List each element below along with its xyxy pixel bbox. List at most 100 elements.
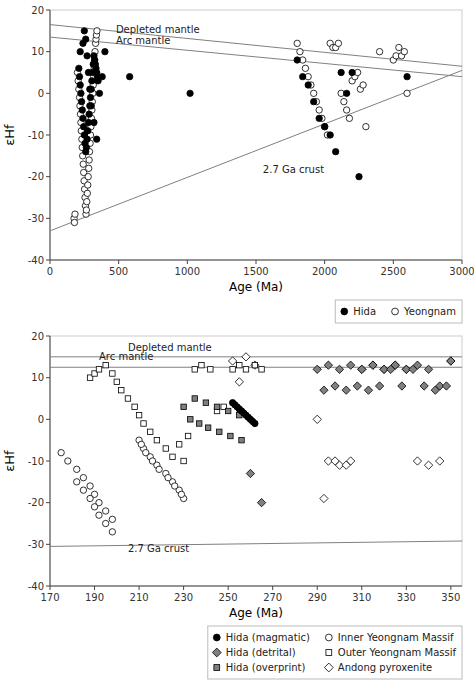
point [149,458,155,464]
legend-label: Andong pyroxenite [338,662,432,673]
point [119,387,124,392]
y-tick [46,336,50,337]
plot-frame [50,336,462,586]
point [147,429,152,434]
point [187,90,193,96]
y-tick [46,502,50,503]
point [143,449,149,455]
y-tick-label: -20 [28,497,44,508]
annotation: Depleted mantle [116,24,200,35]
point [77,82,83,88]
x-tick-label: 500 [109,266,128,277]
legend-label: Outer Yeongnam Massif [338,647,457,658]
point [156,466,162,472]
point [424,461,432,469]
y-tick [46,218,50,219]
x-tick [187,260,188,264]
x-tick [324,260,325,264]
point [398,382,406,390]
point [447,357,455,365]
point [81,28,87,34]
plot-area [50,353,462,547]
point [424,365,432,373]
point [170,454,175,459]
x-tick [256,260,257,264]
y-tick [46,10,50,11]
reference-line [50,37,462,77]
point [77,48,83,54]
x-tick-label: 1000 [175,266,200,277]
point [96,512,102,518]
point [297,48,303,54]
legend-label: Hida (detrital) [226,647,296,658]
point [84,53,90,59]
point [242,353,250,361]
point [80,474,86,480]
legend-marker [325,634,332,641]
point [154,437,159,442]
point [324,361,332,369]
x-tick [361,586,362,590]
legend-marker [392,308,399,315]
legend-label: Hida [353,306,376,317]
x-axis-label: Age (Ma) [229,280,283,294]
point [376,48,382,54]
point [89,78,95,84]
point [76,73,82,79]
point [88,86,94,92]
point [442,382,450,390]
reference-line [50,541,462,546]
plot-area [50,25,462,231]
y-tick [46,51,50,52]
point [375,382,383,390]
point [165,474,171,480]
point [299,73,305,79]
point [203,400,208,405]
x-tick [317,586,318,590]
point [79,107,85,113]
y-tick [46,135,50,136]
point [87,94,93,100]
point [294,57,300,63]
x-tick [139,586,140,590]
point [172,483,178,489]
point [335,365,343,373]
point [257,499,265,507]
point [420,382,428,390]
legend-marker [213,634,220,641]
x-tick-label: 290 [308,592,327,603]
point [114,379,119,384]
x-tick-label: 210 [130,592,149,603]
legend-marker [326,650,332,656]
point [102,508,108,514]
point [360,82,366,88]
point [58,449,64,455]
y-tick [46,419,50,420]
x-tick [183,586,184,590]
point [141,421,146,426]
point [356,173,362,179]
point [358,365,366,373]
point [192,396,197,401]
point [87,483,93,489]
point [74,466,80,472]
point [346,361,354,369]
point [343,107,349,113]
point [214,404,219,409]
point [178,491,184,497]
x-tick-label: 1500 [243,266,268,277]
point [199,362,204,367]
y-tick-label: 0 [38,88,44,99]
y-tick [46,586,50,587]
point [369,361,377,369]
y-tick-label: -30 [28,539,44,550]
x-tick-label: 330 [397,592,416,603]
point [237,362,242,367]
point [103,362,108,367]
point [228,433,233,438]
point [320,386,328,394]
point [125,396,130,401]
legend-marker [214,665,220,671]
point [91,504,97,510]
point [252,362,257,367]
